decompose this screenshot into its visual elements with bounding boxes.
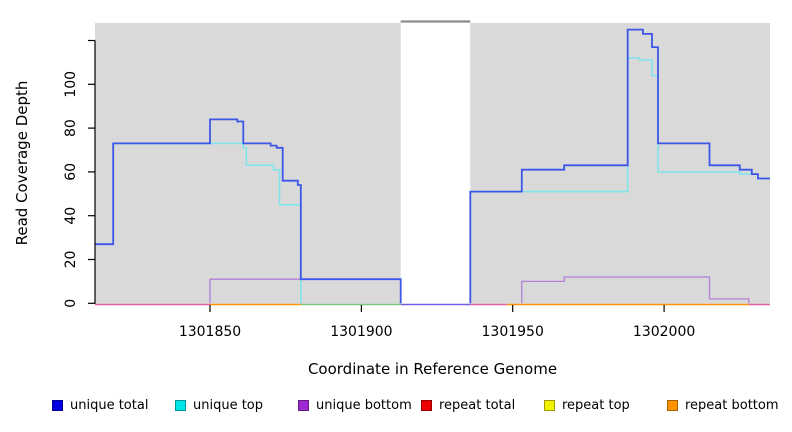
legend-item-unique-bottom: unique bottom xyxy=(298,398,421,413)
y-tick-label: 0 xyxy=(63,299,79,308)
legend-item-repeat-total: repeat total xyxy=(421,398,544,413)
series-line-unique-total xyxy=(95,118,402,304)
y-tick-label: 60 xyxy=(63,163,79,181)
legend-label-unique-top: unique top xyxy=(193,398,264,413)
legend-swatch-repeat-bottom xyxy=(667,400,678,411)
legend-item-repeat-bottom: repeat bottom xyxy=(667,398,790,413)
legend-label-unique-bottom: unique bottom xyxy=(316,398,412,413)
legend-swatch-repeat-top xyxy=(544,400,555,411)
x-tick-label: 1301900 xyxy=(330,324,392,340)
x-axis-title: Coordinate in Reference Genome xyxy=(308,360,557,378)
aligned-regions-layer xyxy=(95,20,770,304)
legend-swatch-repeat-total xyxy=(421,400,432,411)
legend-swatch-unique-bottom xyxy=(298,400,309,411)
series-layer xyxy=(95,28,770,304)
legend-label-repeat-bottom: repeat bottom xyxy=(685,398,779,413)
y-tick-label: 20 xyxy=(63,251,79,269)
y-tick-label: 100 xyxy=(63,71,79,98)
y-axis-title: Read Coverage Depth xyxy=(13,81,31,246)
aligned-region xyxy=(95,23,401,304)
chart-legend: unique total unique top unique bottom repea… xyxy=(52,398,790,413)
x-tick-label: 1302000 xyxy=(633,324,695,340)
legend-item-repeat-top: repeat top xyxy=(544,398,667,413)
x-tick-label: 1301950 xyxy=(482,324,544,340)
legend-item-unique-top: unique top xyxy=(175,398,298,413)
legend-item-unique-total: unique total xyxy=(52,398,175,413)
legend-swatch-unique-top xyxy=(175,400,186,411)
aligned-region xyxy=(470,23,770,304)
y-tick-label: 80 xyxy=(63,119,79,137)
legend-label-repeat-total: repeat total xyxy=(439,398,516,413)
y-tick-label: 40 xyxy=(63,207,79,225)
x-tick-label: 1301850 xyxy=(179,324,241,340)
legend-swatch-unique-total xyxy=(52,400,63,411)
axes-layer: 0 20 40 60 80 100 1301850 1301900 1301950 1302000 xyxy=(63,39,695,340)
legend-label-unique-total: unique total xyxy=(70,398,149,413)
series-line-unique-bottom xyxy=(521,276,750,304)
legend-label-repeat-top: repeat top xyxy=(562,398,630,413)
series-line-unique-total xyxy=(469,28,770,304)
